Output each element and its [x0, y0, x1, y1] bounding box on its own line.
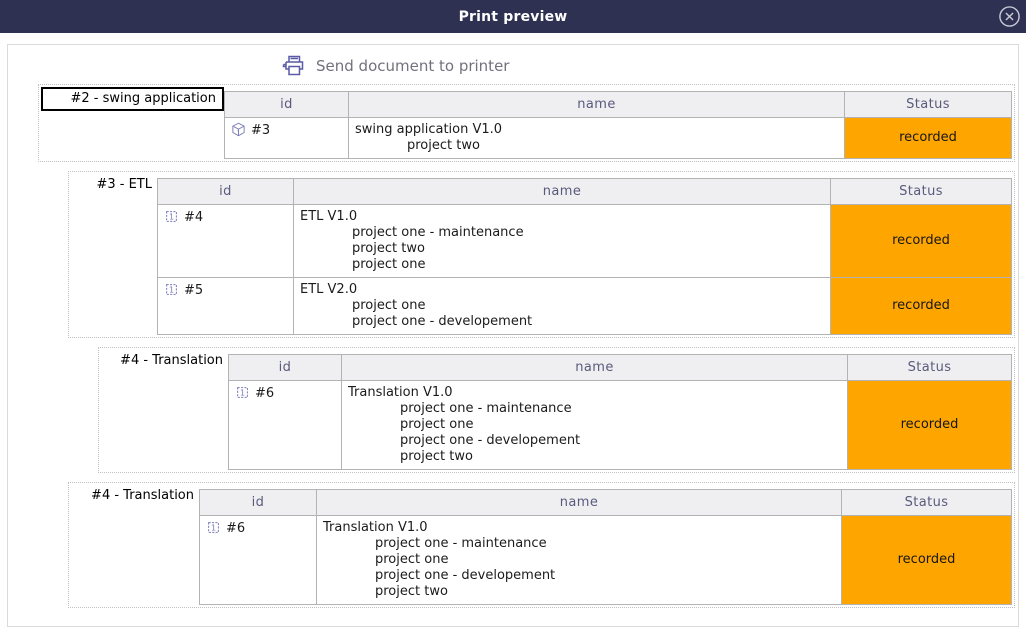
artifact-id: #4 — [184, 210, 204, 225]
table-header-row: id name Status — [228, 354, 1012, 381]
artifact-group: #3 - ETL id name Status 1 #4 ETL V1.0 project o… — [68, 171, 1015, 338]
artifact-group: #4 - Translation id name Status 1 #6 Translati… — [68, 482, 1015, 608]
artifact-id: #6 — [226, 521, 246, 536]
column-header-status: Status — [844, 91, 1012, 118]
project-line: project two — [400, 449, 473, 464]
artifact-name-cell: swing application V1.0 project two — [348, 117, 845, 159]
artifact-name: Translation V1.0 — [348, 385, 453, 400]
column-header-name: name — [316, 489, 842, 516]
column-header-name: name — [293, 178, 831, 205]
svg-text:1: 1 — [169, 212, 174, 221]
table-row: 1 #5 ETL V2.0 project one project one - deve… — [157, 277, 1012, 335]
artifact-id-cell: 1 #4 — [157, 204, 294, 278]
project-line: project one - developement — [352, 314, 533, 329]
artifact-id: #5 — [184, 283, 204, 298]
table-row: 1 #6 Translation V1.0 project one - mainten… — [199, 515, 1012, 605]
artifact-name: swing application V1.0 — [355, 122, 503, 137]
artifact-id: #6 — [255, 386, 275, 401]
project-line: project one - developement — [400, 433, 581, 448]
artifact-name-cell: Translation V1.0 project one - maintenanc… — [341, 380, 848, 470]
artifact-name-cell: Translation V1.0 project one - maintenanc… — [316, 515, 842, 605]
project-line: project one — [400, 417, 474, 432]
status-badge-cell: recorded — [847, 380, 1012, 470]
printer-icon — [281, 54, 305, 78]
chip-icon: 1 — [235, 385, 250, 405]
table-row: #3 swing application V1.0 project two recor… — [224, 117, 1012, 159]
project-line: project one — [352, 257, 426, 272]
artifact-id-cell: #3 — [224, 117, 349, 159]
artifact-group-label: #4 - Translation — [91, 488, 194, 503]
svg-text:1: 1 — [211, 523, 216, 532]
print-action-row: Send document to printer — [281, 54, 1018, 78]
column-header-id: id — [199, 489, 317, 516]
table-header-row: id name Status — [199, 489, 1012, 516]
artifact-group: #2 - swing application id name Status #3 swin… — [38, 84, 1015, 162]
artifact-name: Translation V1.0 — [323, 520, 428, 535]
status-badge-cell: recorded — [830, 204, 1012, 278]
project-line: project one - developement — [375, 568, 556, 583]
artifact-table: id name Status 1 #6 Translation V1.0 project o… — [228, 354, 1012, 470]
send-to-printer-label: Send document to printer — [316, 57, 510, 75]
project-line: project one — [352, 298, 426, 313]
project-line: project one - maintenance — [400, 401, 572, 416]
artifact-name: ETL V1.0 — [300, 209, 358, 224]
table-header-row: id name Status — [224, 91, 1012, 118]
project-line: project one - maintenance — [352, 225, 524, 240]
artifact-group-label: #4 - Translation — [120, 353, 223, 368]
modal-header: Print preview — [0, 0, 1026, 33]
project-line: project two — [352, 241, 425, 256]
column-header-status: Status — [847, 354, 1012, 381]
status-badge-cell: recorded — [830, 277, 1012, 335]
cube-icon — [231, 122, 246, 142]
artifact-table: id name Status #3 swing application V1.0 proj… — [224, 91, 1012, 159]
svg-text:1: 1 — [240, 388, 245, 397]
send-to-printer-link[interactable]: Send document to printer — [281, 54, 509, 78]
chip-icon: 1 — [164, 282, 179, 302]
svg-text:1: 1 — [169, 285, 174, 294]
column-header-id: id — [224, 91, 349, 118]
artifact-group: #4 - Translation id name Status 1 #6 Translati… — [98, 347, 1015, 473]
column-header-status: Status — [830, 178, 1012, 205]
project-line: project one — [375, 552, 449, 567]
close-icon[interactable] — [997, 4, 1021, 28]
artifact-id-cell: 1 #6 — [228, 380, 342, 470]
table-header-row: id name Status — [157, 178, 1012, 205]
table-row: 1 #4 ETL V1.0 project one - maintenance proj… — [157, 204, 1012, 278]
artifact-name-cell: ETL V1.0 project one - maintenance project… — [293, 204, 831, 278]
artifact-id: #3 — [251, 123, 271, 138]
artifact-group-label: #2 - swing application — [41, 87, 224, 111]
artifact-id-cell: 1 #5 — [157, 277, 294, 335]
column-header-id: id — [228, 354, 342, 381]
chip-icon: 1 — [206, 520, 221, 540]
column-header-name: name — [348, 91, 845, 118]
artifact-table: id name Status 1 #6 Translation V1.0 project o… — [199, 489, 1012, 605]
column-header-name: name — [341, 354, 848, 381]
artifact-table: id name Status 1 #4 ETL V1.0 project one - mai… — [157, 178, 1012, 335]
artifact-group-label: #3 - ETL — [96, 177, 152, 192]
status-badge-cell: recorded — [844, 117, 1012, 159]
column-header-status: Status — [841, 489, 1012, 516]
print-preview-panel: Send document to printer #2 - swing appl… — [7, 44, 1019, 627]
artifact-groups: #2 - swing application id name Status #3 swin… — [8, 84, 1018, 608]
column-header-id: id — [157, 178, 294, 205]
artifact-name-cell: ETL V2.0 project one project one - develop… — [293, 277, 831, 335]
table-row: 1 #6 Translation V1.0 project one - mainten… — [228, 380, 1012, 470]
artifact-name: ETL V2.0 — [300, 282, 358, 297]
modal-title: Print preview — [458, 8, 568, 25]
project-line: project two — [375, 584, 448, 599]
project-line: project two — [407, 138, 480, 153]
chip-icon: 1 — [164, 209, 179, 229]
status-badge-cell: recorded — [841, 515, 1012, 605]
project-line: project one - maintenance — [375, 536, 547, 551]
artifact-id-cell: 1 #6 — [199, 515, 317, 605]
